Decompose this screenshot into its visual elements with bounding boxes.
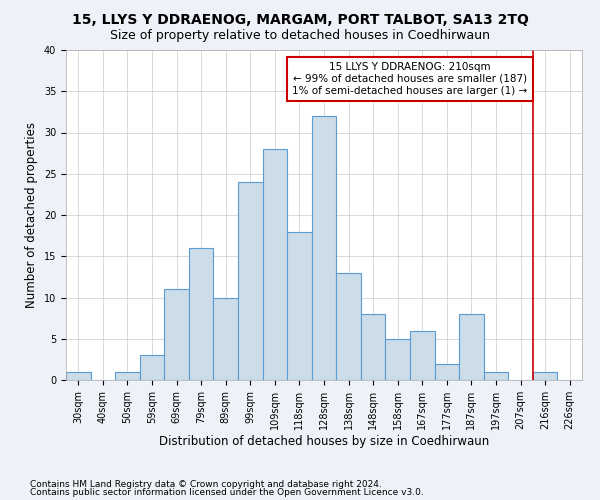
Bar [385, 339, 410, 380]
X-axis label: Distribution of detached houses by size in Coedhirwaun: Distribution of detached houses by size … [159, 434, 489, 448]
Bar [164, 289, 189, 380]
Bar [459, 314, 484, 380]
Bar [214, 298, 238, 380]
Bar [410, 330, 434, 380]
Bar [336, 273, 361, 380]
Bar [115, 372, 140, 380]
Bar [361, 314, 385, 380]
Text: Contains HM Land Registry data © Crown copyright and database right 2024.: Contains HM Land Registry data © Crown c… [30, 480, 382, 489]
Bar [434, 364, 459, 380]
Bar [484, 372, 508, 380]
Bar [312, 116, 336, 380]
Text: Size of property relative to detached houses in Coedhirwaun: Size of property relative to detached ho… [110, 28, 490, 42]
Bar [66, 372, 91, 380]
Bar [263, 149, 287, 380]
Text: 15 LLYS Y DDRAENOG: 210sqm
← 99% of detached houses are smaller (187)
1% of semi: 15 LLYS Y DDRAENOG: 210sqm ← 99% of deta… [292, 62, 527, 96]
Bar [533, 372, 557, 380]
Bar [238, 182, 263, 380]
Text: 15, LLYS Y DDRAENOG, MARGAM, PORT TALBOT, SA13 2TQ: 15, LLYS Y DDRAENOG, MARGAM, PORT TALBOT… [71, 12, 529, 26]
Bar [287, 232, 312, 380]
Text: Contains public sector information licensed under the Open Government Licence v3: Contains public sector information licen… [30, 488, 424, 497]
Bar [140, 355, 164, 380]
Bar [189, 248, 214, 380]
Y-axis label: Number of detached properties: Number of detached properties [25, 122, 38, 308]
